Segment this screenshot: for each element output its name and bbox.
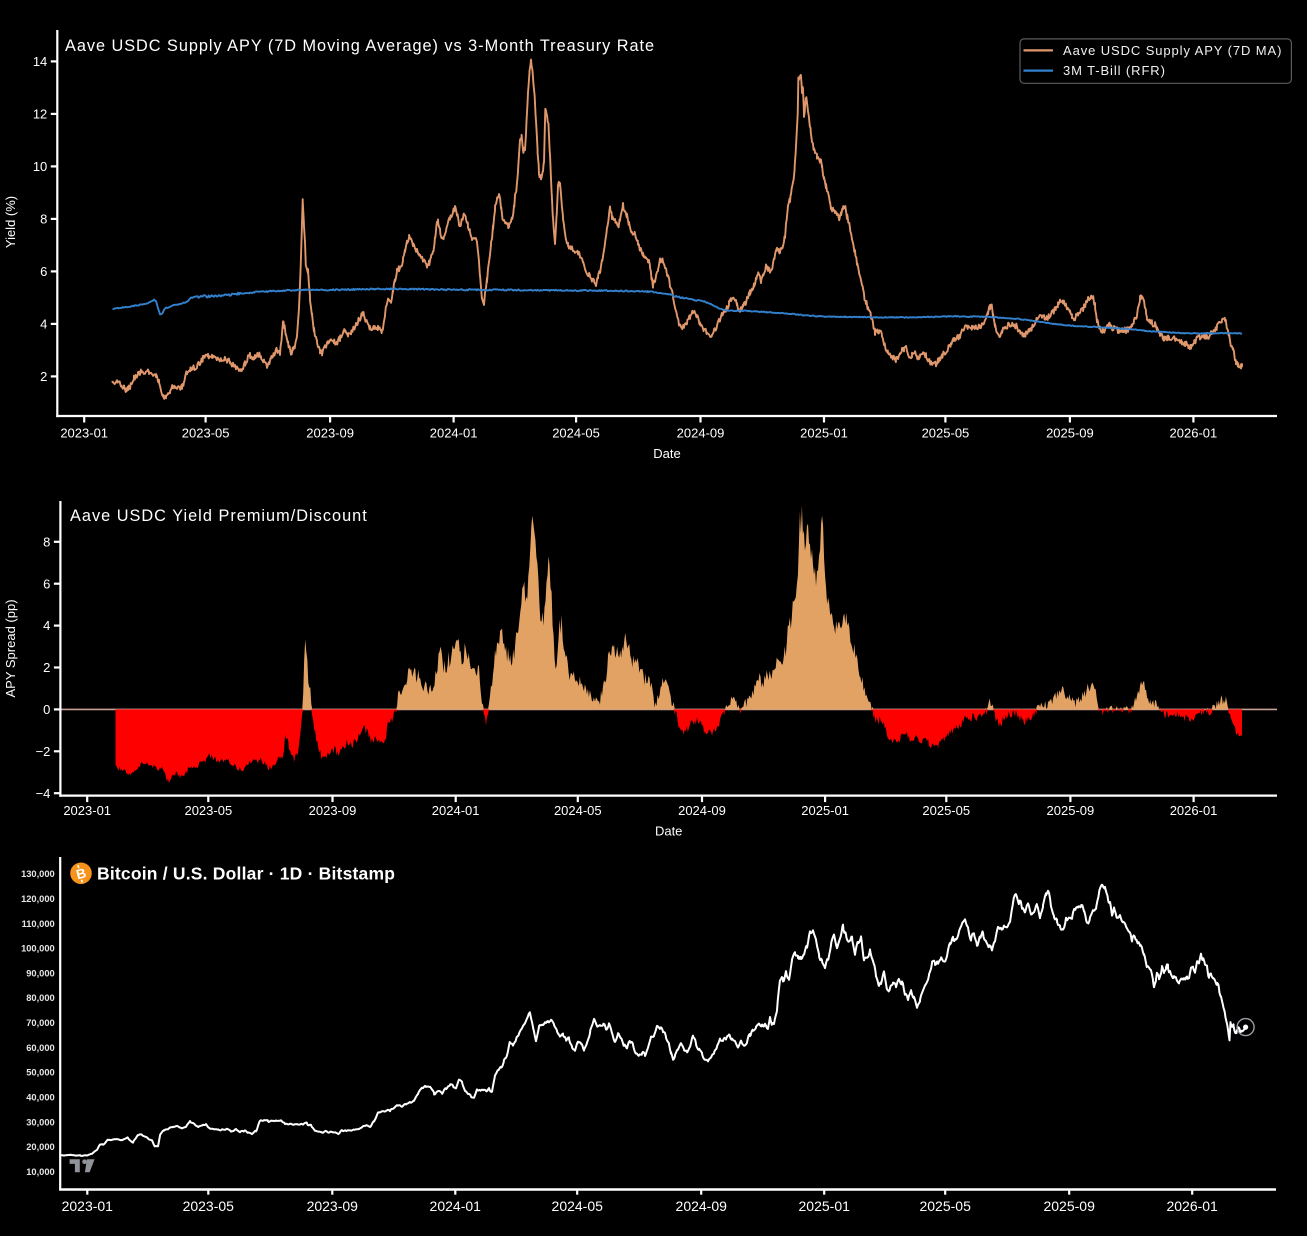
svg-text:2025-01: 2025-01 <box>799 1198 851 1214</box>
svg-text:2026-01: 2026-01 <box>1166 1198 1218 1214</box>
svg-text:2025-05: 2025-05 <box>922 426 970 441</box>
svg-text:2023-01: 2023-01 <box>62 1198 114 1214</box>
svg-text:APY Spread (pp): APY Spread (pp) <box>3 599 18 697</box>
svg-text:80,000: 80,000 <box>26 993 54 1003</box>
svg-text:2023-05: 2023-05 <box>182 426 230 441</box>
svg-text:Aave USDC Supply APY (7D MA): Aave USDC Supply APY (7D MA) <box>1063 43 1282 58</box>
svg-text:Date: Date <box>655 824 682 839</box>
svg-text:2023-09: 2023-09 <box>307 1198 359 1214</box>
svg-text:2023-01: 2023-01 <box>60 426 108 441</box>
svg-text:100,000: 100,000 <box>21 944 55 954</box>
svg-text:2025-01: 2025-01 <box>800 426 848 441</box>
svg-text:110,000: 110,000 <box>22 919 55 929</box>
svg-text:Yield (%): Yield (%) <box>3 196 18 248</box>
svg-text:8: 8 <box>43 534 50 549</box>
svg-text:40,000: 40,000 <box>26 1092 54 1102</box>
svg-text:Aave USDC Yield Premium/Discou: Aave USDC Yield Premium/Discount <box>70 507 368 525</box>
svg-text:0: 0 <box>43 702 50 717</box>
svg-text:2024-05: 2024-05 <box>552 1198 604 1214</box>
svg-text:60,000: 60,000 <box>26 1043 54 1053</box>
svg-text:2024-09: 2024-09 <box>676 1198 728 1214</box>
svg-text:2024-09: 2024-09 <box>677 426 725 441</box>
svg-text:2025-01: 2025-01 <box>801 803 849 818</box>
svg-text:Bitcoin / U.S. Dollar · 1D · B: Bitcoin / U.S. Dollar · 1D · Bitstamp <box>97 864 395 884</box>
svg-text:2: 2 <box>43 660 50 675</box>
svg-text:2024-05: 2024-05 <box>554 803 602 818</box>
svg-text:120,000: 120,000 <box>21 894 55 904</box>
svg-text:2025-05: 2025-05 <box>922 803 970 818</box>
svg-text:2025-09: 2025-09 <box>1043 1198 1095 1214</box>
svg-text:2025-09: 2025-09 <box>1047 803 1095 818</box>
svg-text:20,000: 20,000 <box>26 1142 54 1152</box>
svg-text:2026-01: 2026-01 <box>1170 803 1218 818</box>
svg-text:2023-09: 2023-09 <box>309 803 357 818</box>
svg-text:Aave USDC Supply APY (7D Movin: Aave USDC Supply APY (7D Moving Average)… <box>65 37 655 55</box>
svg-text:12: 12 <box>33 107 47 122</box>
svg-text:Date: Date <box>653 446 680 461</box>
svg-text:90,000: 90,000 <box>26 968 54 978</box>
svg-text:B: B <box>75 865 88 882</box>
svg-text:2025-09: 2025-09 <box>1046 426 1094 441</box>
svg-text:4: 4 <box>40 317 47 332</box>
svg-text:130,000: 130,000 <box>21 869 55 879</box>
svg-text:10,000: 10,000 <box>26 1167 54 1177</box>
svg-text:50,000: 50,000 <box>26 1068 54 1078</box>
svg-text:8: 8 <box>40 212 47 227</box>
svg-text:2023-05: 2023-05 <box>183 1198 235 1214</box>
svg-text:70,000: 70,000 <box>26 1018 54 1028</box>
svg-text:30,000: 30,000 <box>26 1117 54 1127</box>
svg-text:−2: −2 <box>36 744 51 759</box>
svg-text:2024-09: 2024-09 <box>678 803 726 818</box>
svg-text:14: 14 <box>33 54 47 69</box>
svg-text:2024-05: 2024-05 <box>552 426 600 441</box>
svg-text:2: 2 <box>40 369 47 384</box>
svg-text:−4: −4 <box>36 786 51 801</box>
svg-text:6: 6 <box>40 264 47 279</box>
svg-text:3M T-Bill (RFR): 3M T-Bill (RFR) <box>1063 63 1166 78</box>
svg-text:2023-09: 2023-09 <box>306 426 354 441</box>
svg-text:2024-01: 2024-01 <box>432 803 480 818</box>
svg-text:2023-05: 2023-05 <box>184 803 232 818</box>
svg-text:2026-01: 2026-01 <box>1170 426 1218 441</box>
svg-text:2024-01: 2024-01 <box>430 426 478 441</box>
svg-text:2023-01: 2023-01 <box>63 803 111 818</box>
svg-text:10: 10 <box>33 159 47 174</box>
svg-text:4: 4 <box>43 618 50 633</box>
svg-text:2025-05: 2025-05 <box>919 1198 971 1214</box>
svg-text:2024-01: 2024-01 <box>430 1198 482 1214</box>
svg-text:6: 6 <box>43 576 50 591</box>
